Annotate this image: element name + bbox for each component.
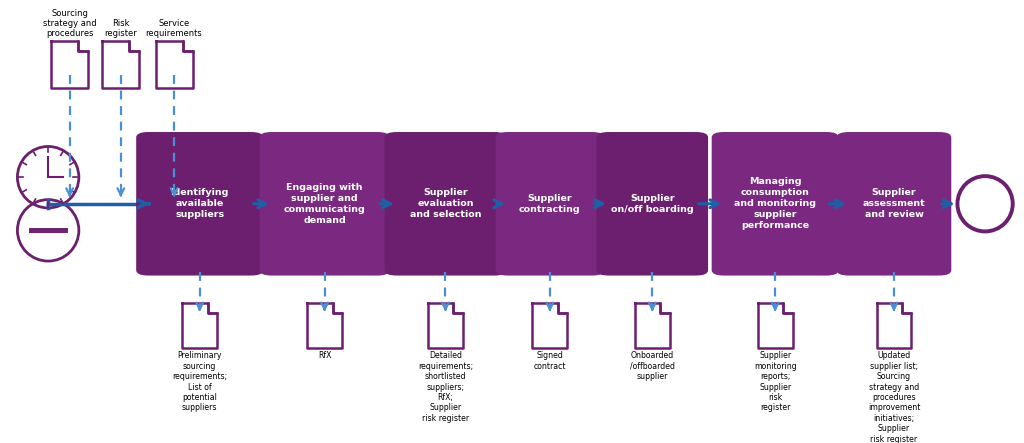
Polygon shape [102,41,139,88]
FancyBboxPatch shape [260,132,389,276]
Polygon shape [428,303,463,348]
Text: Detailed
requirements;
shortlisted
suppliers;
RfX;
Supplier
risk register: Detailed requirements; shortlisted suppl… [418,351,473,423]
Polygon shape [877,303,911,348]
Text: Supplier
on/off boarding: Supplier on/off boarding [611,194,693,214]
Text: Engaging with
supplier and
communicating
demand: Engaging with supplier and communicating… [284,183,366,225]
Text: Sourcing
strategy and
procedures: Sourcing strategy and procedures [43,8,96,39]
Text: Onboarded
/offboarded
supplier: Onboarded /offboarded supplier [630,351,675,381]
Polygon shape [51,41,88,88]
Text: Supplier
assessment
and review: Supplier assessment and review [862,188,926,219]
Polygon shape [156,41,193,88]
Text: Risk
register: Risk register [104,19,137,39]
FancyBboxPatch shape [136,132,263,276]
Polygon shape [307,303,342,348]
Text: Identifying
available
suppliers: Identifying available suppliers [170,188,229,219]
FancyBboxPatch shape [385,132,506,276]
Polygon shape [635,303,670,348]
Text: Supplier
monitoring
reports;
Supplier
risk
register: Supplier monitoring reports; Supplier ri… [754,351,797,412]
Text: RfX: RfX [317,351,332,361]
FancyBboxPatch shape [837,132,951,276]
Polygon shape [532,303,567,348]
Text: Signed
contract: Signed contract [534,351,566,371]
Text: Supplier
evaluation
and selection: Supplier evaluation and selection [410,188,481,219]
Text: Service
requirements: Service requirements [145,19,203,39]
FancyBboxPatch shape [496,132,604,276]
Polygon shape [182,303,217,348]
FancyBboxPatch shape [596,132,709,276]
Text: Supplier
contracting: Supplier contracting [519,194,581,214]
Text: Updated
supplier list;
Sourcing
strategy and
procedures
improvement
initiatives;: Updated supplier list; Sourcing strategy… [867,351,921,443]
Text: Managing
consumption
and monitoring
supplier
performance: Managing consumption and monitoring supp… [734,177,816,230]
FancyBboxPatch shape [712,132,839,276]
Polygon shape [758,303,793,348]
Text: Preliminary
sourcing
requirements;
List of
potential
suppliers: Preliminary sourcing requirements; List … [172,351,227,412]
